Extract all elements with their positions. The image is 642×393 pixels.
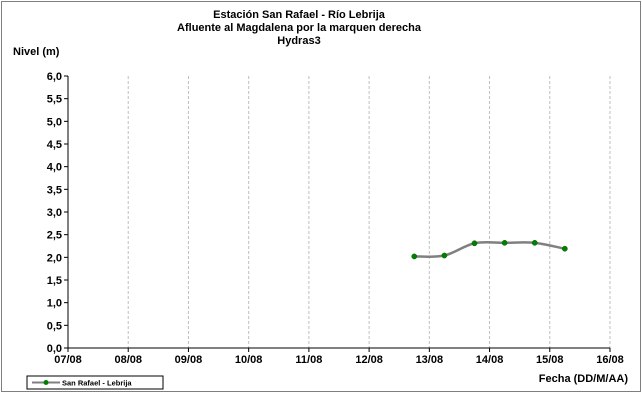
x-tick-label: 11/08 xyxy=(295,354,322,366)
x-tick-label: 13/08 xyxy=(416,354,444,366)
y-tick-label: 3,5 xyxy=(47,184,62,196)
y-tick-label: 0,5 xyxy=(47,320,62,332)
data-point xyxy=(441,252,448,259)
x-tick-label: 12/08 xyxy=(355,354,383,366)
legend-marker-swatch xyxy=(43,380,49,385)
y-tick-label: 5,5 xyxy=(47,94,62,106)
chart-title-line-2: Afluente al Magdalena por la marquen der… xyxy=(177,22,422,34)
y-tick-label: 4,5 xyxy=(47,139,62,151)
grid-lines xyxy=(127,76,611,348)
axes xyxy=(64,75,611,352)
data-point xyxy=(531,239,538,246)
legend-label: San Rafael - Lebrija xyxy=(62,379,132,388)
y-tick-label: 4,0 xyxy=(47,162,62,174)
x-tick-label: 08/08 xyxy=(114,354,142,366)
x-tick-label: 14/08 xyxy=(476,354,504,366)
y-tick-label: 0,0 xyxy=(47,343,62,355)
chart-title-line-3: Hydras3 xyxy=(277,35,320,47)
chart-title-line-1: Estación San Rafael - Río Lebrija xyxy=(213,9,386,21)
y-tick-labels: 0,0 0,5 1,0 1,5 2,0 2,5 3,0 3,5 4,0 4,5 5,0 5,5 6,0 xyxy=(47,71,62,355)
data-point xyxy=(561,245,568,252)
legend-box xyxy=(26,375,164,390)
data-point xyxy=(471,240,478,247)
y-tick-label: 2,5 xyxy=(47,230,62,242)
x-tick-label: 09/08 xyxy=(175,354,203,366)
data-point xyxy=(411,253,418,260)
chart-title: Estación San Rafael - Río Lebrija Afluen… xyxy=(177,9,422,47)
x-axis-title: Fecha (DD/M/AA) xyxy=(539,373,629,385)
x-tick-label: 07/08 xyxy=(54,354,82,366)
y-axis-title: Nivel (m) xyxy=(13,46,60,58)
y-tick-label: 1,0 xyxy=(47,298,62,310)
y-tick-label: 2,0 xyxy=(47,252,62,264)
legend: San Rafael - Lebrija xyxy=(26,375,164,390)
x-tick-label: 15/08 xyxy=(536,354,564,366)
y-tick-label: 1,5 xyxy=(47,275,62,287)
y-tick-label: 6,0 xyxy=(47,71,62,83)
y-tick-label: 5,0 xyxy=(47,116,62,128)
data-point xyxy=(501,239,508,246)
y-tick-label: 3,0 xyxy=(47,207,62,219)
x-tick-label: 16/08 xyxy=(596,354,624,366)
series-layer xyxy=(411,239,568,260)
x-tick-label: 10/08 xyxy=(235,354,263,366)
plot-area xyxy=(68,76,610,348)
x-tick-labels: 07/08 08/08 09/08 10/08 11/08 12/08 13/08 14/08… xyxy=(54,354,624,366)
